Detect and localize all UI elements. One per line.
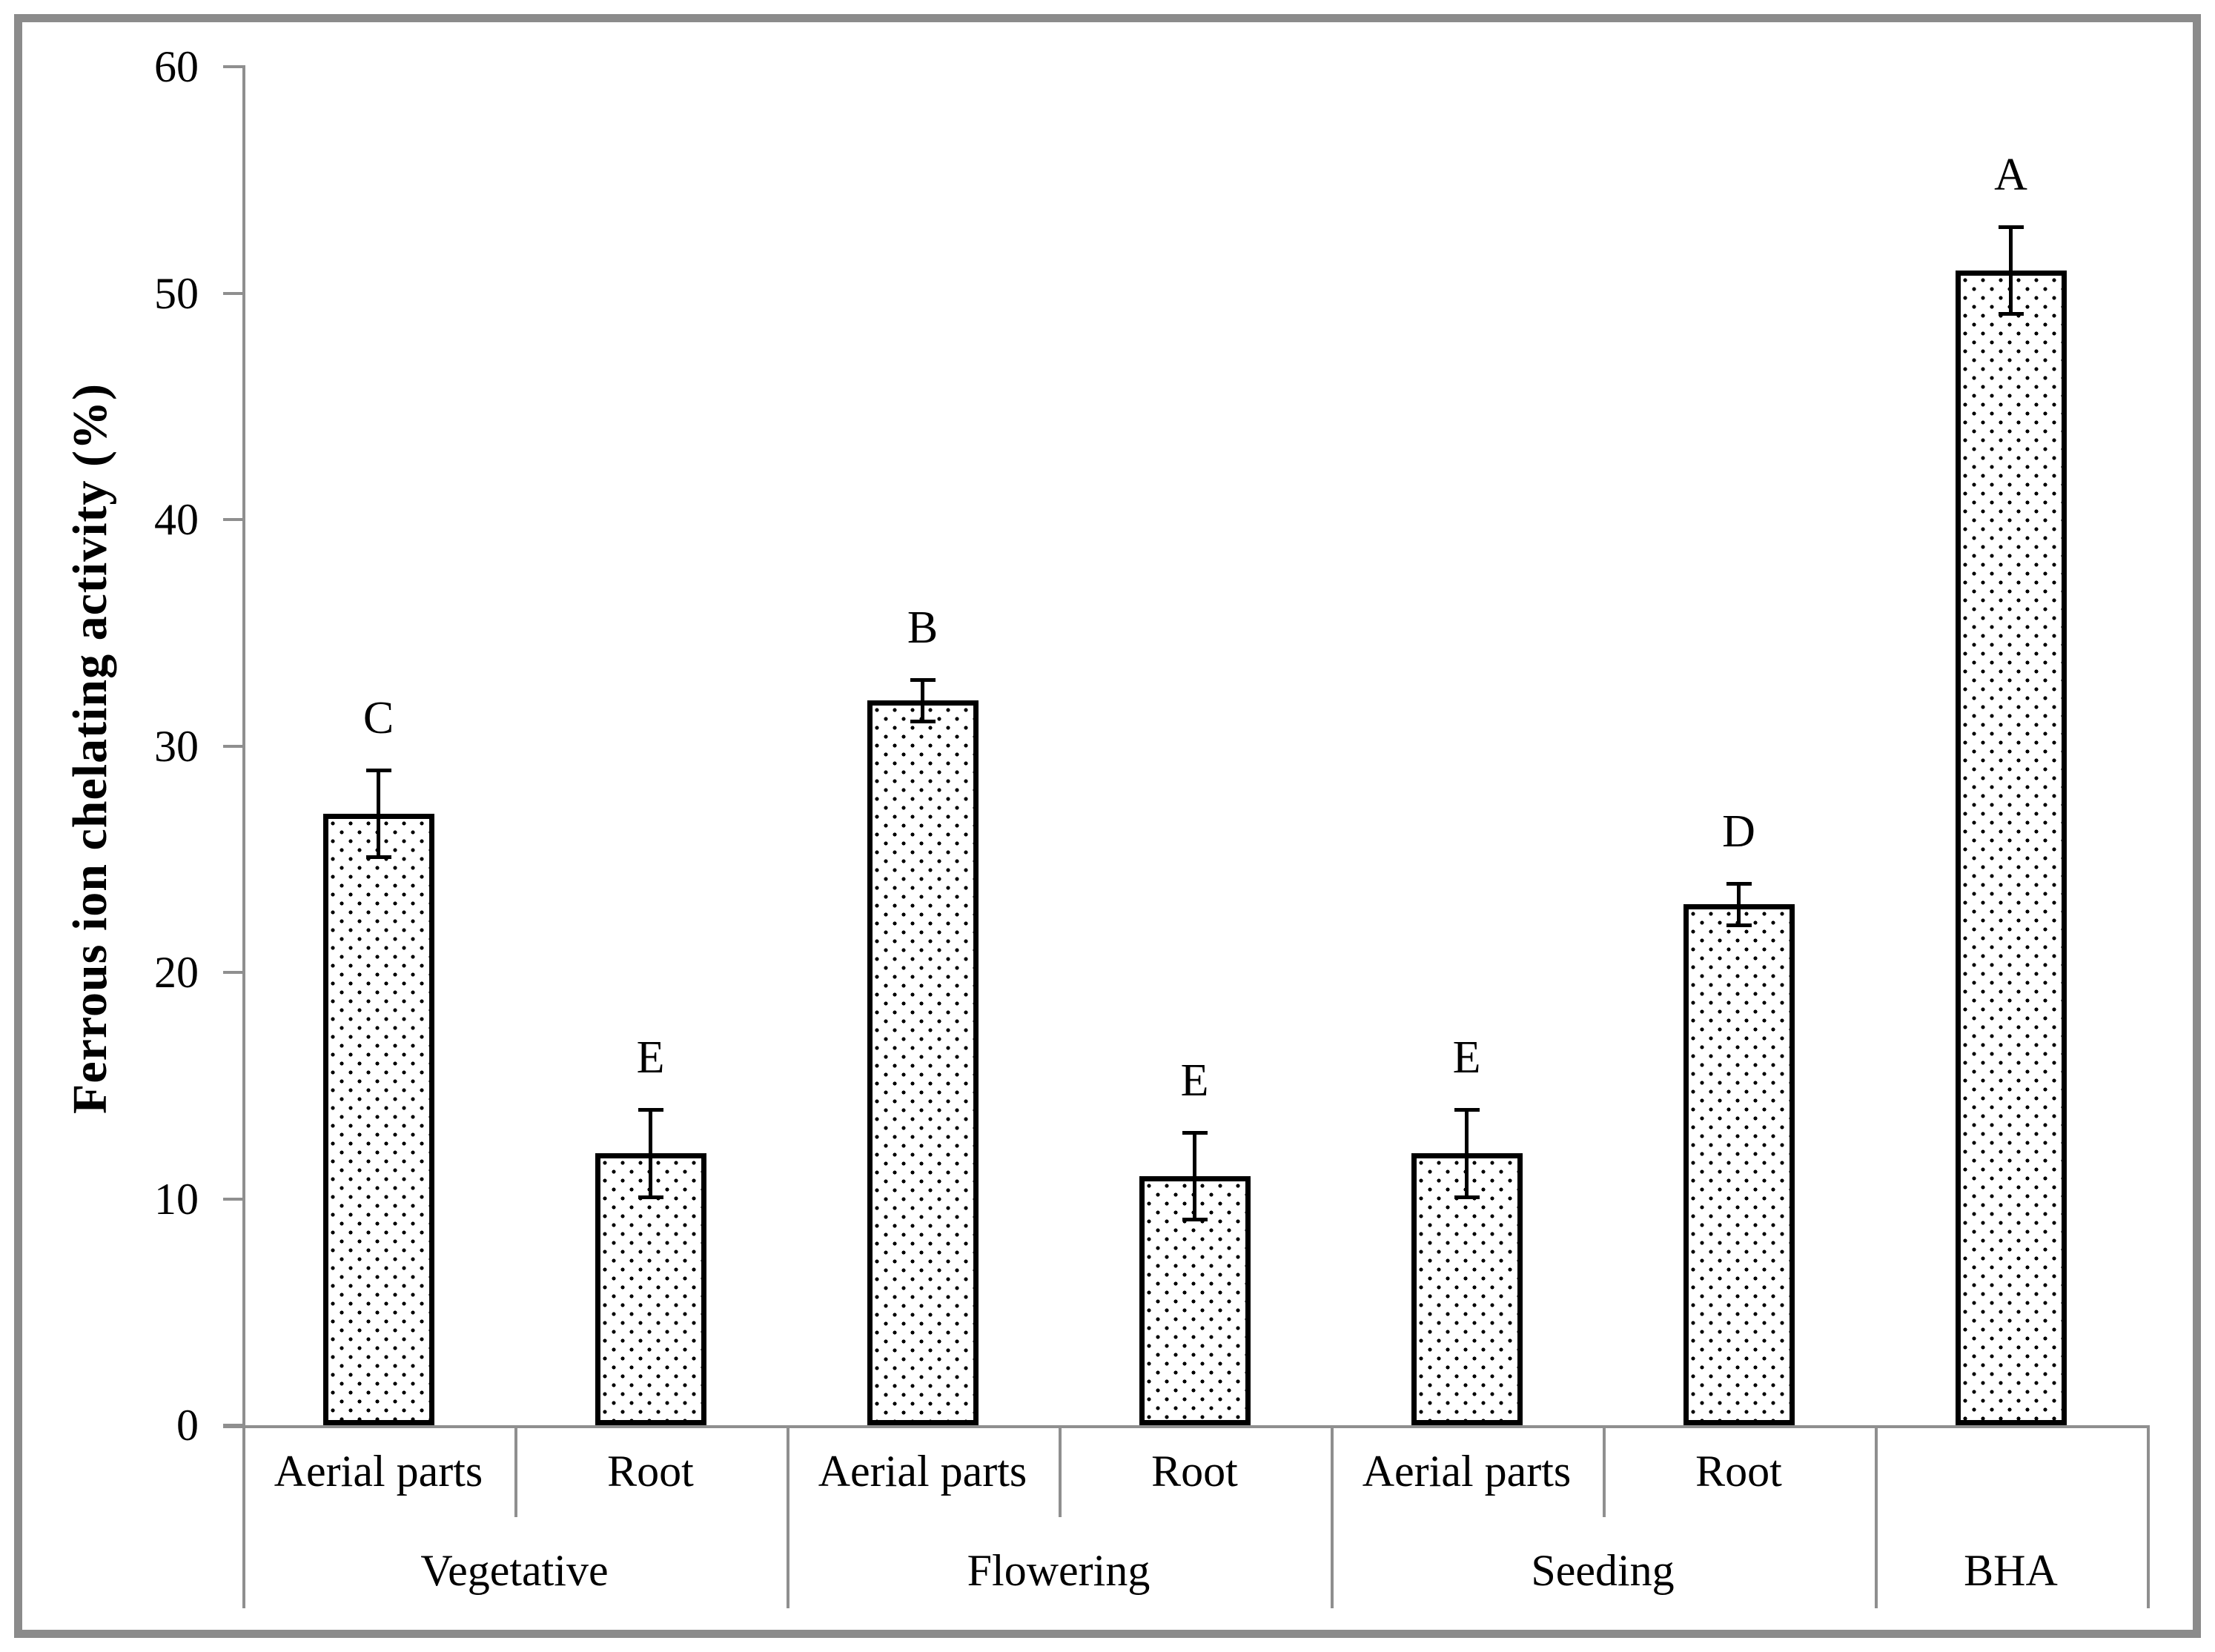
y-tick-label: 0 [176, 1401, 199, 1450]
y-tick-label: 50 [154, 268, 199, 318]
error-bar-bottom-cap [638, 1195, 663, 1199]
part-label: Aerial parts [818, 1447, 1027, 1496]
y-tick-mark [223, 291, 242, 295]
significance-letter: A [1994, 149, 2027, 200]
stage-label: Vegetative [420, 1546, 609, 1595]
error-bar-top-cap [1182, 1130, 1208, 1135]
error-bar-stem [377, 769, 380, 860]
error-bar-stem [649, 1108, 652, 1199]
significance-letter: D [1722, 806, 1755, 857]
y-tick-mark [223, 971, 242, 974]
group-separator [242, 1425, 245, 1608]
y-tick-mark [223, 1197, 242, 1201]
bar [1955, 270, 2067, 1425]
significance-letter: E [636, 1032, 665, 1084]
error-bar-top-cap [910, 677, 936, 682]
error-bar-bottom-cap [1454, 1195, 1480, 1199]
y-tick-mark [223, 744, 242, 748]
group-separator [2147, 1425, 2150, 1608]
error-bar-bottom-cap [1182, 1218, 1208, 1222]
y-tick-label: 60 [154, 42, 199, 91]
error-bar-stem [921, 677, 924, 723]
error-bar-top-cap [638, 1108, 663, 1112]
group-separator [1875, 1425, 1878, 1608]
y-tick-label: 30 [154, 721, 199, 771]
cell-separator [1603, 1425, 1606, 1517]
part-label: Root [1695, 1447, 1782, 1496]
part-label: Root [1151, 1447, 1238, 1496]
error-bar-stem [1465, 1108, 1469, 1199]
error-bar-top-cap [1454, 1108, 1480, 1112]
error-bar-bottom-cap [1998, 312, 2024, 316]
bar [322, 814, 434, 1425]
error-bar-bottom-cap [365, 855, 391, 860]
error-bar-stem [1193, 1130, 1196, 1222]
group-separator [1331, 1425, 1334, 1608]
significance-letter: C [362, 693, 394, 744]
cell-separator [514, 1425, 517, 1517]
error-bar-top-cap [1998, 225, 2024, 229]
part-label: Aerial parts [274, 1447, 483, 1496]
error-bar-stem [1737, 881, 1741, 927]
bar [867, 700, 979, 1425]
bar [595, 1153, 706, 1425]
y-axis-line [242, 65, 245, 1427]
x-axis-line [223, 1425, 2150, 1428]
group-separator [787, 1425, 789, 1608]
significance-letter: E [1180, 1055, 1209, 1106]
cell-separator [1059, 1425, 1062, 1517]
error-bar-bottom-cap [1726, 923, 1752, 927]
y-tick-label: 10 [154, 1174, 199, 1224]
bar [1683, 904, 1795, 1425]
stage-label: Flowering [967, 1546, 1150, 1595]
y-tick-mark [223, 65, 242, 68]
error-bar-bottom-cap [910, 719, 936, 723]
significance-letter: B [907, 602, 938, 653]
y-tick-mark [223, 518, 242, 521]
part-label: Aerial parts [1362, 1447, 1572, 1496]
error-bar-stem [2009, 225, 2013, 316]
error-bar-top-cap [365, 769, 391, 773]
bar [1411, 1153, 1523, 1425]
significance-letter: E [1452, 1032, 1481, 1084]
y-tick-label: 40 [154, 495, 199, 544]
stage-label: Seeding [1531, 1546, 1675, 1595]
error-bar-top-cap [1726, 881, 1752, 886]
part-label: Root [607, 1447, 694, 1496]
stage-label: BHA [1964, 1546, 2058, 1595]
bar [1139, 1175, 1251, 1425]
y-tick-label: 20 [154, 948, 199, 997]
